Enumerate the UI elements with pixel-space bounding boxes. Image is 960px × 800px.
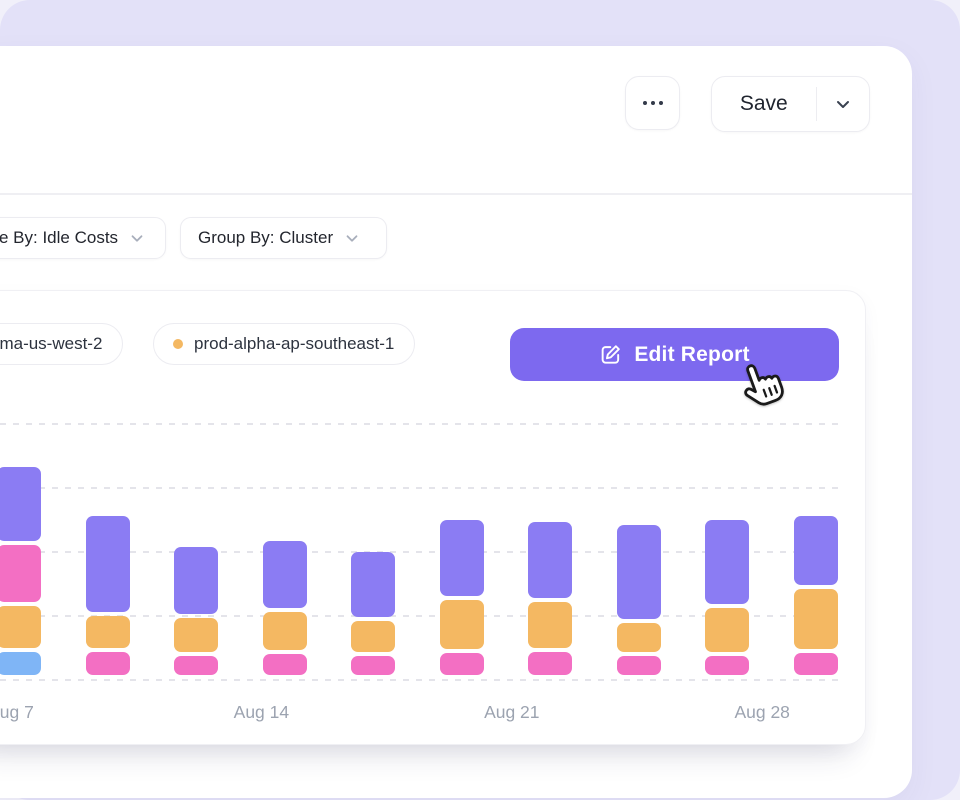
bar-segment-purple[interactable] [85,516,130,613]
bar-segment-orange[interactable] [528,601,573,649]
edit-pencil-square-icon [601,345,621,364]
x-axis-tick-label: Aug 21 [484,702,540,722]
chevron-down-icon [837,101,849,108]
bar-segment-purple[interactable] [794,515,839,586]
bar-segment-orange[interactable] [174,618,219,652]
bar-segment-pink[interactable] [705,655,750,675]
measure-by-label: e By: Idle Costs [0,228,119,247]
edit-report-button[interactable]: Edit Report [510,328,839,381]
bar-segment-pink[interactable] [616,655,661,675]
chevron-down-icon [343,229,361,247]
bar-segment-purple[interactable] [0,467,41,542]
bar-segment-pink[interactable] [174,655,219,675]
bar-segment-purple[interactable] [616,524,661,619]
bar-segment-blue[interactable] [0,652,41,675]
gridline [0,487,839,489]
legend-chip-us-west-2[interactable]: ama-us-west-2 [0,323,124,365]
legend-chip-label: prod-alpha-ap-southeast-1 [194,334,395,353]
bar-segment-pink[interactable] [794,653,839,675]
group-by-label: Group By: Cluster [198,228,334,247]
gridline [0,679,839,681]
group-by-dropdown[interactable]: Group By: Cluster [180,217,387,259]
bar-segment-orange[interactable] [262,612,307,651]
bar-segment-pink[interactable] [439,653,484,675]
bar-segment-purple[interactable] [439,520,484,597]
bar-segment-purple[interactable] [705,520,750,604]
bar-segment-purple[interactable] [174,547,219,615]
save-button-divider [815,87,817,121]
legend-chip-prod-alpha-ap-southeast-1[interactable]: prod-alpha-ap-southeast-1 [153,323,416,365]
bar-segment-pink[interactable] [262,654,307,675]
bar-segment-orange[interactable] [794,589,839,650]
report-chart-card: ama-us-west-2 prod-alpha-ap-southeast-1 … [0,290,866,745]
x-axis-tick-label: Aug 14 [233,702,290,722]
x-axis-tick-label: Aug 7 [0,702,34,722]
header-divider [0,193,912,195]
bar-segment-purple[interactable] [262,540,307,609]
ellipsis-icon [642,101,647,105]
save-dropdown-toggle[interactable] [817,77,869,131]
gridline [0,615,839,617]
chevron-down-icon [128,229,146,247]
edit-report-label: Edit Report [634,342,750,366]
bar-segment-orange[interactable] [0,606,41,649]
ellipsis-icon [658,101,663,105]
bar-segment-orange[interactable] [85,616,130,649]
bar-segment-pink[interactable] [528,652,573,675]
bar-segment-orange[interactable] [705,607,750,652]
legend-dot-icon [173,339,183,349]
bar-segment-pink[interactable] [351,655,396,675]
bar-segment-pink[interactable] [0,545,41,603]
ellipsis-icon [650,101,655,105]
save-button[interactable]: Save [739,92,788,115]
legend-chip-label: ama-us-west-2 [0,334,103,353]
gridline [0,551,839,553]
bar-segment-orange[interactable] [351,621,396,652]
bar-segment-pink[interactable] [85,652,130,675]
bar-segment-purple[interactable] [351,552,396,618]
gridline [0,423,839,425]
x-axis-tick-label: Aug 28 [734,702,790,722]
save-split-button[interactable]: Save [711,76,870,132]
bar-segment-orange[interactable] [616,622,661,652]
more-options-button[interactable] [625,76,680,130]
measure-by-dropdown[interactable]: e By: Idle Costs [0,217,166,259]
bar-segment-purple[interactable] [528,522,573,598]
bar-segment-orange[interactable] [439,600,484,650]
